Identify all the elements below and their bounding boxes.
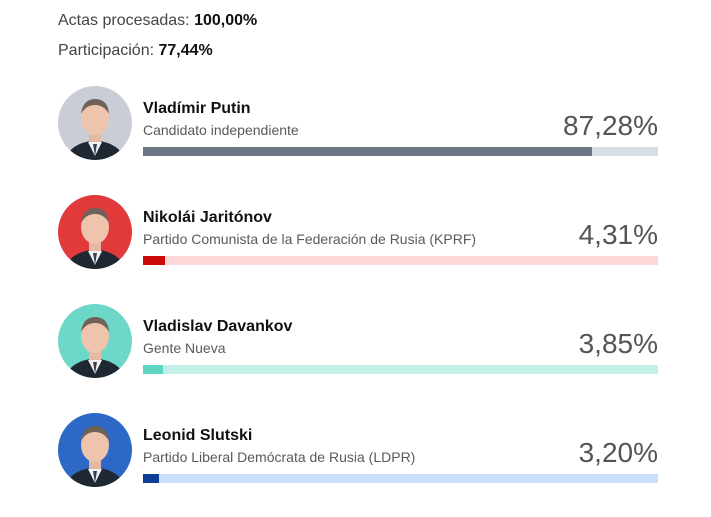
candidate-name: Vladímir Putin	[143, 100, 251, 117]
candidate-name: Nikolái Jaritónov	[143, 209, 272, 226]
bar-track	[143, 147, 658, 156]
bar-track	[143, 474, 658, 483]
processed-value: 100,00%	[194, 12, 258, 29]
candidate-row: Vladímir Putin Candidato independiente 87,…	[58, 86, 658, 176]
candidate-row: Nikolái Jaritónov Partido Comunista de la…	[58, 195, 658, 285]
bar-fill	[143, 365, 163, 374]
candidate-party: Gente Nueva	[143, 340, 226, 356]
bar-fill	[143, 147, 593, 156]
processed-label: Actas procesadas:	[58, 12, 190, 29]
bar-track	[143, 256, 658, 265]
percent-label: 87,28%	[563, 110, 658, 141]
candidate-name: Vladislav Davankov	[143, 318, 293, 335]
processed-stat: Actas procesadas: 100,00%	[58, 12, 257, 30]
percent-label: 3,85%	[578, 328, 658, 359]
percent-label: 4,31%	[578, 219, 658, 250]
candidate-row: Vladislav Davankov Gente Nueva 3,85%	[58, 304, 658, 394]
turnout-label: Participación:	[58, 42, 155, 59]
bar-fill	[143, 474, 160, 483]
person-portrait-icon	[58, 195, 132, 269]
person-portrait-icon	[58, 304, 132, 378]
candidate-row: Leonid Slutski Partido Liberal Demócrata …	[58, 413, 658, 503]
person-portrait-icon	[58, 86, 132, 160]
bar-fill	[143, 256, 166, 265]
candidate-party: Partido Liberal Demócrata de Rusia (LDPR…	[143, 449, 416, 465]
candidate-party: Partido Comunista de la Federación de Ru…	[143, 231, 477, 247]
turnout-stat: Participación: 77,44%	[58, 42, 213, 60]
candidate-name: Leonid Slutski	[143, 427, 253, 444]
turnout-value: 77,44%	[158, 42, 213, 59]
person-portrait-icon	[58, 413, 132, 487]
bar-track	[143, 365, 658, 374]
candidate-party: Candidato independiente	[143, 122, 299, 138]
percent-label: 3,20%	[578, 437, 658, 468]
